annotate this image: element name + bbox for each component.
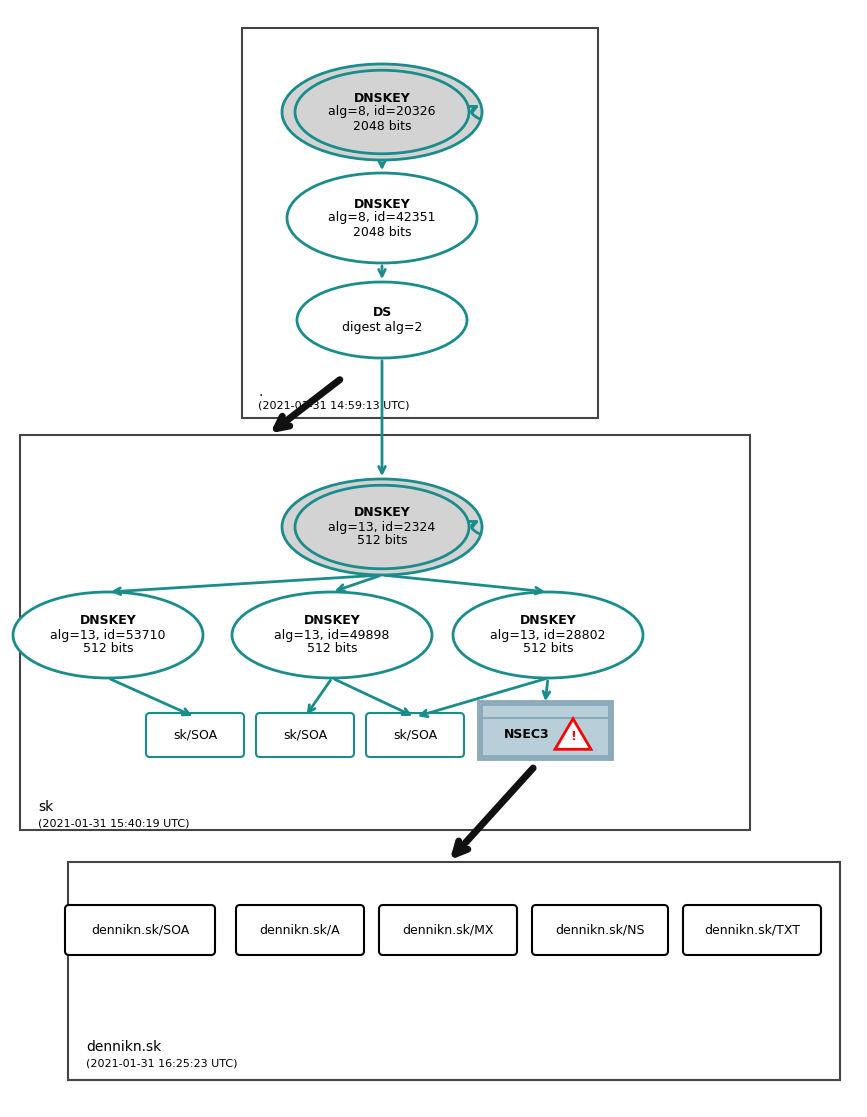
- Text: dennikn.sk/SOA: dennikn.sk/SOA: [91, 924, 189, 936]
- FancyBboxPatch shape: [481, 704, 609, 756]
- Text: DNSKEY: DNSKEY: [354, 198, 410, 210]
- Ellipse shape: [287, 173, 477, 262]
- Ellipse shape: [297, 281, 467, 359]
- FancyBboxPatch shape: [379, 905, 517, 955]
- Text: 512 bits: 512 bits: [356, 535, 407, 547]
- Text: 512 bits: 512 bits: [82, 642, 134, 656]
- Text: dennikn.sk: dennikn.sk: [86, 1040, 161, 1054]
- Bar: [242, 28, 598, 418]
- Ellipse shape: [13, 592, 203, 678]
- FancyBboxPatch shape: [146, 713, 244, 757]
- Text: dennikn.sk/MX: dennikn.sk/MX: [402, 924, 493, 936]
- Ellipse shape: [282, 479, 482, 575]
- Text: alg=8, id=20326: alg=8, id=20326: [329, 105, 436, 118]
- Text: DNSKEY: DNSKEY: [519, 614, 577, 628]
- Text: (2021-01-31 16:25:23 UTC): (2021-01-31 16:25:23 UTC): [86, 1058, 238, 1068]
- FancyBboxPatch shape: [683, 905, 821, 955]
- Text: 2048 bits: 2048 bits: [353, 120, 411, 133]
- Text: .: .: [258, 385, 263, 399]
- Text: dennikn.sk/A: dennikn.sk/A: [260, 924, 341, 936]
- Text: 512 bits: 512 bits: [523, 642, 573, 656]
- Text: NSEC3: NSEC3: [505, 727, 550, 741]
- Text: alg=8, id=42351: alg=8, id=42351: [329, 211, 436, 225]
- Text: alg=13, id=2324: alg=13, id=2324: [329, 521, 435, 534]
- Bar: [68, 862, 840, 1080]
- Text: DNSKEY: DNSKEY: [354, 92, 410, 105]
- Text: DNSKEY: DNSKEY: [303, 614, 361, 628]
- Text: sk/SOA: sk/SOA: [283, 728, 327, 742]
- Text: (2021-01-31 15:40:19 UTC): (2021-01-31 15:40:19 UTC): [38, 818, 190, 828]
- Text: dennikn.sk/NS: dennikn.sk/NS: [555, 924, 645, 936]
- FancyBboxPatch shape: [532, 905, 668, 955]
- Text: DS: DS: [372, 306, 392, 319]
- Text: DNSKEY: DNSKEY: [354, 506, 410, 519]
- Bar: [20, 435, 750, 830]
- Text: 512 bits: 512 bits: [307, 642, 357, 656]
- Text: alg=13, id=28802: alg=13, id=28802: [490, 629, 606, 641]
- Text: !: !: [570, 731, 576, 744]
- Polygon shape: [555, 718, 591, 750]
- FancyBboxPatch shape: [256, 713, 354, 757]
- Text: sk/SOA: sk/SOA: [393, 728, 437, 742]
- FancyBboxPatch shape: [366, 713, 464, 757]
- FancyBboxPatch shape: [65, 905, 215, 955]
- Ellipse shape: [453, 592, 643, 678]
- Text: sk: sk: [38, 800, 53, 814]
- Text: sk/SOA: sk/SOA: [173, 728, 217, 742]
- Text: DNSKEY: DNSKEY: [80, 614, 136, 628]
- FancyBboxPatch shape: [236, 905, 364, 955]
- Text: dennikn.sk/TXT: dennikn.sk/TXT: [704, 924, 800, 936]
- Text: (2021-01-31 14:59:13 UTC): (2021-01-31 14:59:13 UTC): [258, 400, 409, 410]
- Text: 2048 bits: 2048 bits: [353, 226, 411, 239]
- Ellipse shape: [232, 592, 432, 678]
- FancyBboxPatch shape: [478, 701, 612, 758]
- Text: alg=13, id=49898: alg=13, id=49898: [274, 629, 389, 641]
- Ellipse shape: [282, 64, 482, 160]
- Text: digest alg=2: digest alg=2: [342, 321, 422, 334]
- Text: alg=13, id=53710: alg=13, id=53710: [50, 629, 166, 641]
